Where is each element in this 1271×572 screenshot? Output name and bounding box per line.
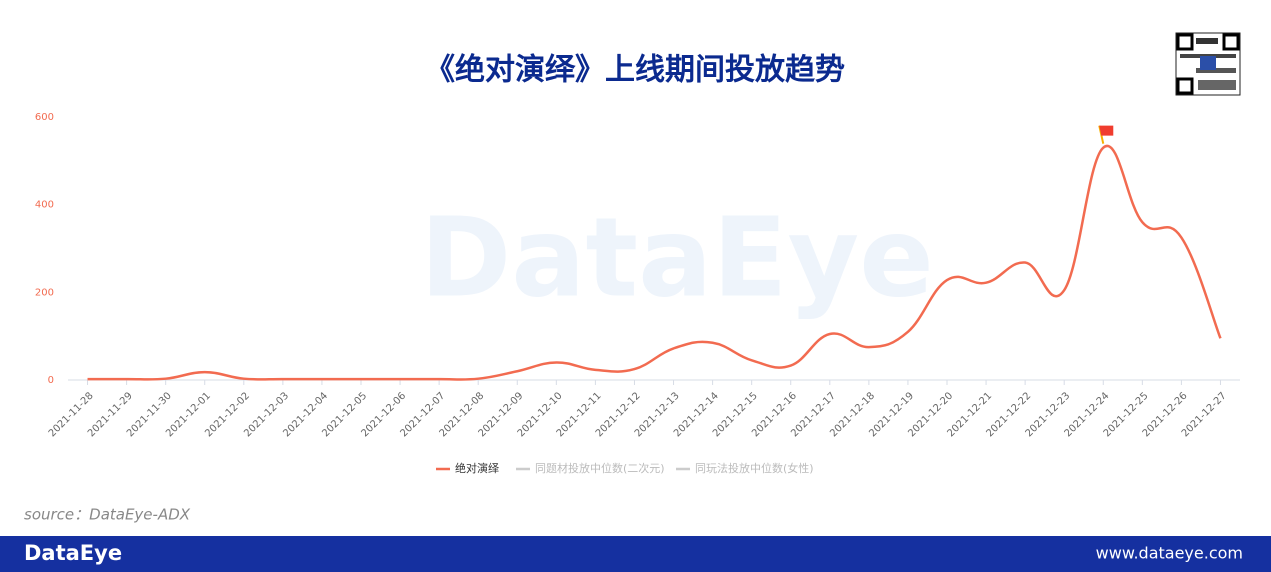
y-tick-label: 0	[48, 375, 54, 386]
y-tick-label: 600	[35, 112, 54, 123]
chart-title: 《绝对演绎》上线期间投放趋势	[425, 53, 845, 88]
footer-bar	[0, 536, 1271, 572]
max-flag	[1099, 125, 1114, 136]
watermark: DataEye	[420, 193, 934, 321]
legend-label: 绝对演绎	[455, 461, 499, 475]
qr-code	[1175, 32, 1241, 96]
brand: DataEye	[24, 541, 122, 565]
line	[87, 144, 1222, 381]
legend-label: 同玩法投放中位数(女性)	[695, 461, 814, 475]
source: source：DataEye-ADX	[24, 506, 191, 524]
website: www.dataeye.com	[1096, 544, 1243, 563]
legend-label: 同题材投放中位数(二次元)	[535, 461, 665, 475]
y-tick-label: 400	[35, 200, 54, 211]
y-tick-label: 200	[35, 287, 54, 298]
